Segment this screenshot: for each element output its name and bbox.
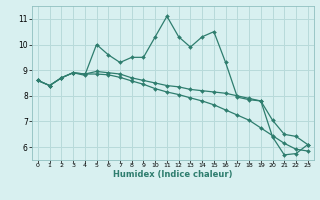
X-axis label: Humidex (Indice chaleur): Humidex (Indice chaleur) [113,170,233,179]
